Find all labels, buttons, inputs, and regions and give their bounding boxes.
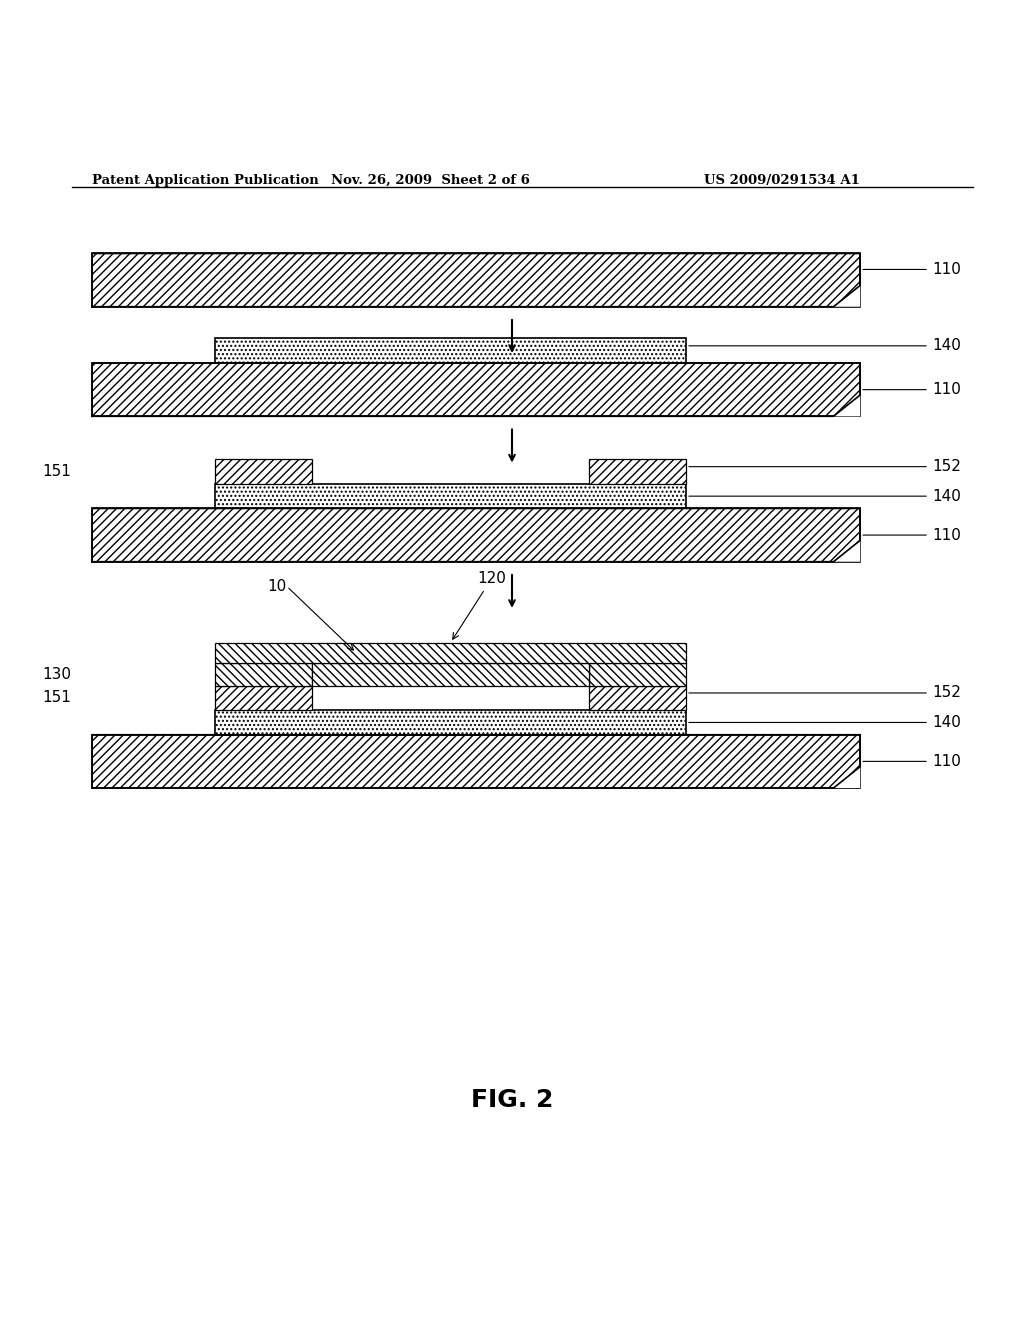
Text: 120: 120 bbox=[453, 572, 506, 639]
Text: FIG. 2: FIG. 2 bbox=[471, 1088, 553, 1113]
Text: 110: 110 bbox=[863, 528, 961, 543]
Bar bbox=[312, 663, 589, 685]
Bar bbox=[589, 459, 686, 484]
Bar bbox=[215, 484, 686, 508]
Bar bbox=[215, 685, 312, 710]
Polygon shape bbox=[834, 285, 860, 306]
Polygon shape bbox=[834, 767, 860, 788]
Bar bbox=[215, 663, 312, 685]
Bar bbox=[589, 663, 686, 685]
Text: 110: 110 bbox=[863, 261, 961, 277]
Bar bbox=[215, 643, 686, 663]
Polygon shape bbox=[834, 540, 860, 562]
Bar bbox=[92, 508, 860, 562]
Text: 140: 140 bbox=[689, 488, 961, 504]
Bar bbox=[92, 253, 860, 306]
Bar bbox=[589, 685, 686, 710]
Bar bbox=[215, 710, 686, 735]
Text: 110: 110 bbox=[863, 754, 961, 768]
Text: 140: 140 bbox=[689, 338, 961, 354]
Text: Nov. 26, 2009  Sheet 2 of 6: Nov. 26, 2009 Sheet 2 of 6 bbox=[331, 174, 529, 186]
Text: Patent Application Publication: Patent Application Publication bbox=[92, 174, 318, 186]
Bar bbox=[92, 735, 860, 788]
Text: 110: 110 bbox=[863, 383, 961, 397]
Text: US 2009/0291534 A1: US 2009/0291534 A1 bbox=[705, 174, 860, 186]
Bar bbox=[215, 459, 312, 484]
Text: 10: 10 bbox=[267, 578, 287, 594]
Text: 151: 151 bbox=[43, 690, 72, 705]
Text: 152: 152 bbox=[689, 459, 961, 474]
Text: 140: 140 bbox=[689, 715, 961, 730]
Bar bbox=[215, 338, 686, 363]
Polygon shape bbox=[834, 395, 860, 416]
Text: 151: 151 bbox=[43, 465, 72, 479]
Bar bbox=[92, 363, 860, 416]
Text: 130: 130 bbox=[43, 667, 72, 682]
Text: 152: 152 bbox=[689, 685, 961, 701]
